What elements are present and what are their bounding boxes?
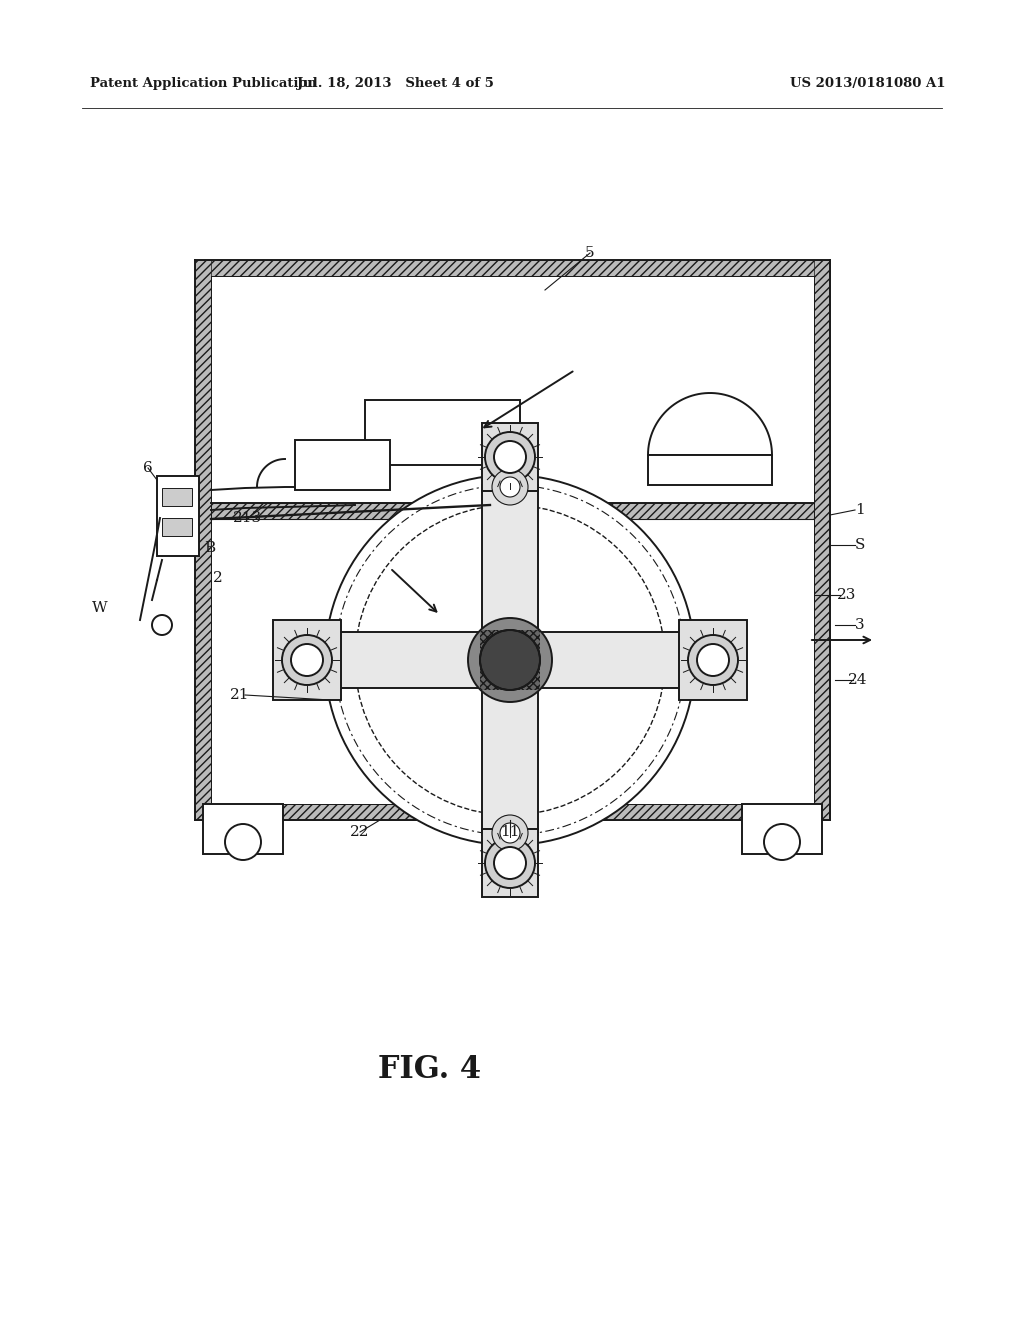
Bar	[679, 620, 746, 700]
Text: 24: 24	[848, 673, 867, 686]
Bar	[335, 632, 685, 688]
Ellipse shape	[282, 635, 332, 685]
Bar	[162, 517, 193, 536]
Bar	[195, 260, 211, 820]
Text: 3: 3	[855, 618, 865, 632]
Bar	[203, 804, 283, 854]
Ellipse shape	[500, 822, 520, 843]
Ellipse shape	[291, 644, 323, 676]
Bar	[482, 484, 538, 836]
Text: 5: 5	[585, 246, 595, 260]
Bar	[482, 422, 538, 491]
Text: 1: 1	[855, 503, 865, 517]
Text: 213: 213	[233, 511, 262, 525]
Bar	[814, 260, 830, 820]
Ellipse shape	[494, 847, 526, 879]
Bar	[482, 829, 538, 898]
Text: 11: 11	[501, 825, 520, 840]
Bar	[162, 488, 193, 506]
Text: 23: 23	[838, 587, 857, 602]
Ellipse shape	[764, 824, 800, 861]
Bar	[742, 804, 822, 854]
Bar	[365, 400, 520, 465]
Ellipse shape	[500, 477, 520, 498]
Text: 22: 22	[350, 825, 370, 840]
Ellipse shape	[468, 618, 552, 702]
Text: FIG. 4: FIG. 4	[379, 1055, 481, 1085]
Text: W: W	[92, 601, 108, 615]
Ellipse shape	[225, 824, 261, 861]
Text: US 2013/0181080 A1: US 2013/0181080 A1	[790, 77, 945, 90]
Text: S: S	[855, 539, 865, 552]
Bar	[195, 804, 830, 820]
Bar	[211, 503, 814, 519]
Text: 6: 6	[143, 461, 153, 475]
Ellipse shape	[485, 838, 535, 888]
Ellipse shape	[688, 635, 738, 685]
Text: 2: 2	[213, 572, 223, 585]
Bar	[195, 260, 830, 276]
Text: Jul. 18, 2013   Sheet 4 of 5: Jul. 18, 2013 Sheet 4 of 5	[297, 77, 494, 90]
Text: Patent Application Publication: Patent Application Publication	[90, 77, 316, 90]
Bar	[480, 630, 540, 690]
Ellipse shape	[494, 441, 526, 473]
Bar	[648, 455, 772, 484]
Ellipse shape	[325, 475, 695, 845]
Ellipse shape	[485, 432, 535, 482]
Text: 21: 21	[230, 688, 250, 702]
Ellipse shape	[492, 469, 528, 506]
Bar	[295, 440, 390, 490]
Ellipse shape	[697, 644, 729, 676]
Bar	[273, 620, 341, 700]
Text: B: B	[205, 541, 216, 554]
Ellipse shape	[480, 630, 540, 690]
Ellipse shape	[492, 814, 528, 851]
Bar	[157, 477, 199, 556]
